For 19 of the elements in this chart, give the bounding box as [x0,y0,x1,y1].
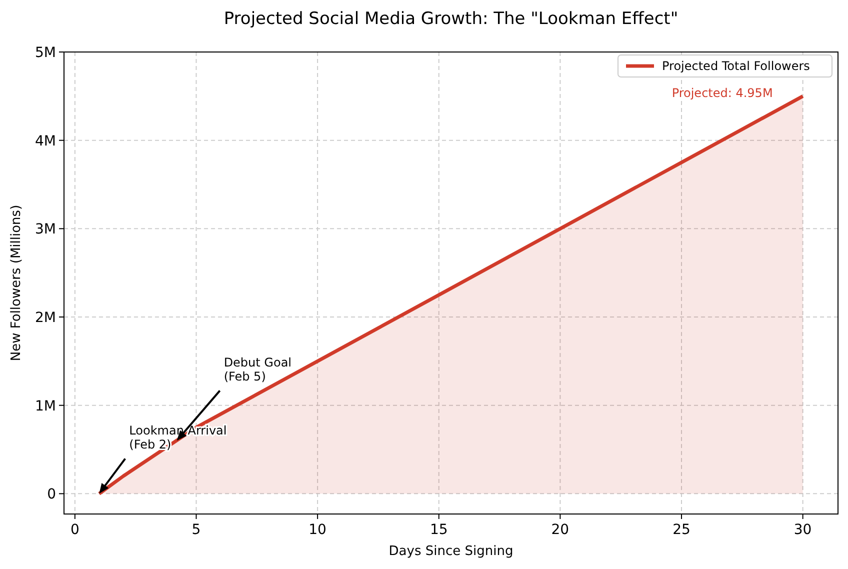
annotation: Debut Goal (Feb 5) [224,356,292,384]
x-tick-label: 20 [551,522,570,538]
chart-title: Projected Social Media Growth: The "Lookman Effect" [224,9,678,29]
y-tick-label: 0 [47,486,56,503]
y-tick-label: 3M [35,222,56,238]
y-tick-label: 2M [35,310,56,326]
x-tick-label: 25 [672,522,690,538]
y-tick-label: 4M [35,133,56,150]
y-tick-label: 1M [35,398,56,414]
x-tick-label: 0 [70,522,80,538]
x-tick-label: 5 [192,522,201,538]
x-tick-label: 15 [430,522,448,538]
x-tick-label: 10 [308,522,326,538]
legend-label: Projected Total Followers [662,59,810,73]
x-axis-title: Days Since Signing [388,544,514,559]
x-tick-label: 30 [794,522,812,538]
y-tick-label: 5M [35,45,56,61]
annotation: Projected: 4.95M [672,86,773,100]
y-axis-title: New Followers (Millions) [9,204,24,362]
